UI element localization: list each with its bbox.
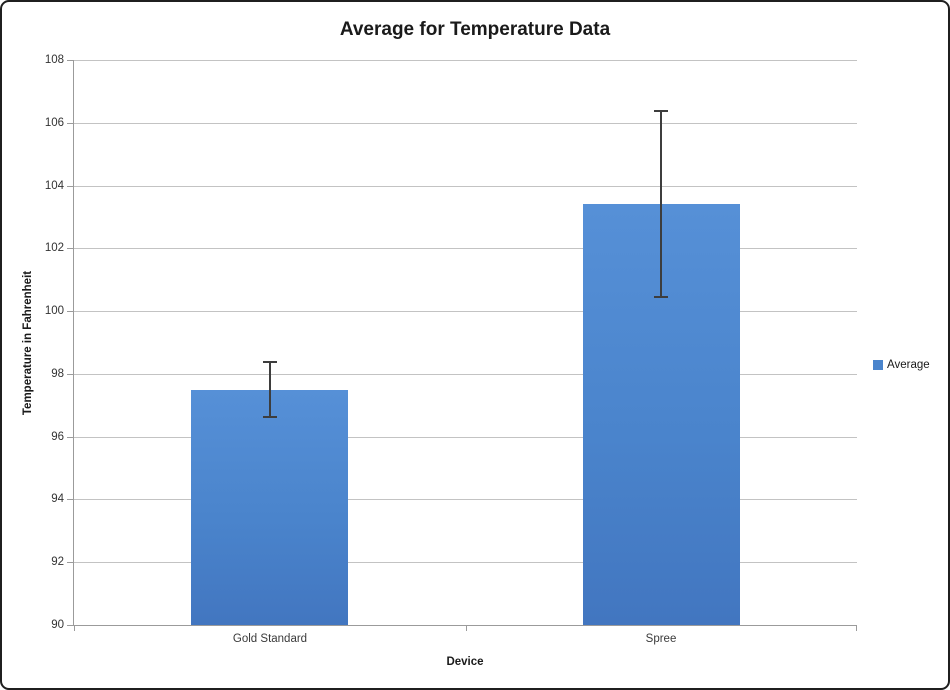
- y-tick-label: 108: [44, 54, 64, 66]
- error-bar-cap-bottom: [654, 296, 668, 298]
- y-tick-label: 94: [51, 493, 64, 505]
- y-tick-label: 104: [44, 180, 64, 192]
- y-tick-label: 98: [51, 368, 64, 380]
- x-axis-tick-mark: [74, 626, 75, 631]
- y-axis-tick-mark: [67, 562, 73, 563]
- x-axis-title: Device: [446, 656, 484, 668]
- legend-label: Average: [887, 359, 930, 371]
- y-axis-tick-mark: [67, 60, 73, 61]
- error-bar-gold-standard: [263, 361, 277, 418]
- x-axis-tick-mark: [856, 626, 857, 631]
- legend: Average: [873, 359, 930, 371]
- chart-title: Average for Temperature Data: [339, 19, 611, 40]
- legend-color-swatch: [873, 360, 883, 370]
- error-bar-whisker: [660, 110, 662, 298]
- y-axis-tick-mark: [67, 499, 73, 500]
- error-bar-cap-top: [263, 361, 277, 363]
- gridline: [74, 499, 857, 500]
- y-axis-tick-mark: [67, 625, 73, 626]
- x-axis-category-labels: Gold Standard Spree: [74, 633, 857, 649]
- gridline: [74, 248, 857, 249]
- error-bar-whisker: [269, 361, 271, 418]
- gridline: [74, 311, 857, 312]
- x-category-label: Gold Standard: [232, 633, 308, 645]
- y-tick-label: 106: [44, 117, 64, 129]
- error-bar-cap-top: [654, 110, 668, 112]
- y-tick-label: 96: [51, 431, 64, 443]
- y-tick-label: 102: [44, 242, 64, 254]
- y-tick-label: 92: [51, 556, 64, 568]
- bar-gold-standard: [191, 390, 348, 625]
- y-axis-tick-mark: [67, 186, 73, 187]
- x-axis-tick-mark: [466, 626, 467, 631]
- gridline: [74, 374, 857, 375]
- y-axis-tick-mark: [67, 123, 73, 124]
- error-bar-cap-bottom: [263, 416, 277, 418]
- y-axis-tick-mark: [67, 374, 73, 375]
- x-category-label: Spree: [645, 633, 677, 645]
- y-tick-label: 90: [51, 619, 64, 631]
- y-axis-tick-mark: [67, 437, 73, 438]
- gridline: [74, 60, 857, 61]
- plot-area: [67, 60, 857, 631]
- y-axis-tick-labels: 90 92 94 96 98 100 102 104 106 108: [2, 54, 64, 631]
- gridline: [74, 186, 857, 187]
- y-axis-tick-mark: [67, 311, 73, 312]
- y-tick-label: 100: [44, 305, 64, 317]
- gridline: [74, 437, 857, 438]
- gridline: [74, 123, 857, 124]
- error-bar-spree: [654, 110, 668, 298]
- gridline: [74, 562, 857, 563]
- y-axis-tick-mark: [67, 248, 73, 249]
